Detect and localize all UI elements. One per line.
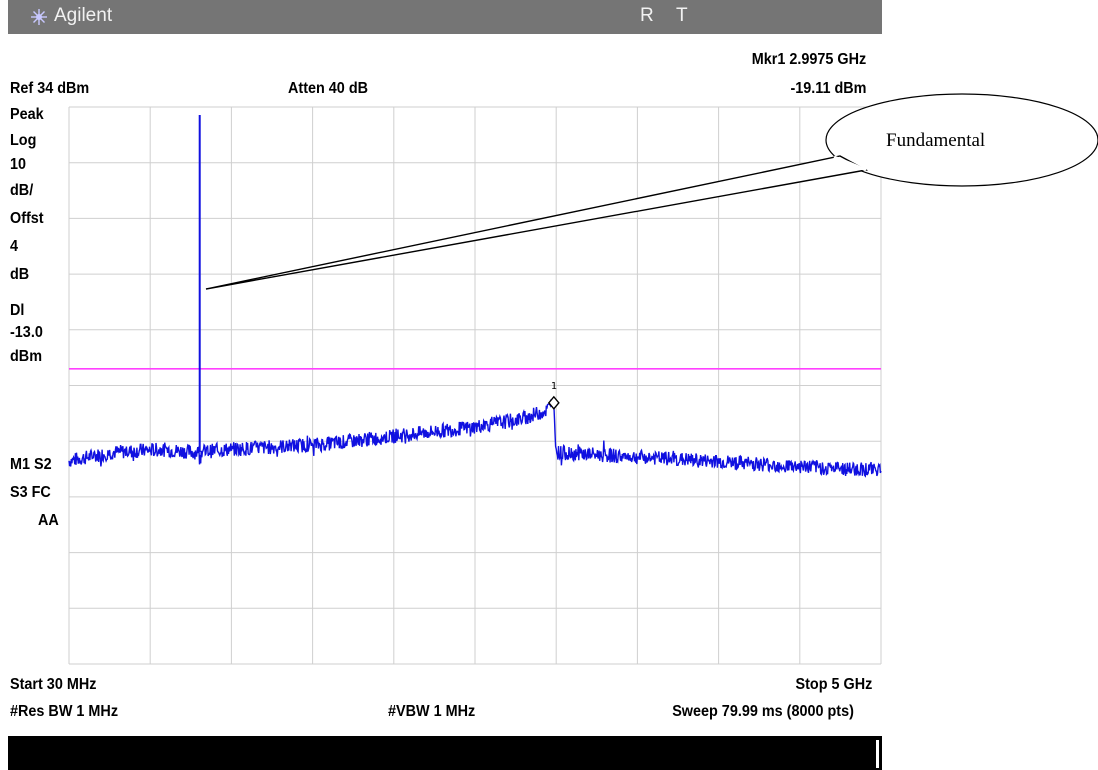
side-label-db: dB <box>10 266 30 283</box>
callout-pointer <box>205 155 869 290</box>
stop-frequency: Stop 5 GHz <box>795 676 872 693</box>
marker-label: 1 <box>551 381 557 392</box>
title-bar: Agilent R T <box>8 0 882 34</box>
resolution-bandwidth: #Res BW 1 MHz <box>10 703 119 720</box>
agilent-spark-icon <box>31 9 47 25</box>
status-bar <box>8 736 882 770</box>
status-t: T <box>676 5 688 26</box>
marker-frequency: Mkr1 2.9975 GHz <box>751 51 866 68</box>
marker-1: 1 <box>547 381 560 410</box>
side-label-dbm: dBm <box>10 348 43 365</box>
side-label-db-per: dB/ <box>10 182 34 199</box>
brand-name: Agilent <box>54 5 113 26</box>
marker-diamond <box>547 395 560 410</box>
side-label-offst: Offst <box>10 210 44 227</box>
side-label-peak: Peak <box>10 106 44 123</box>
video-bandwidth: #VBW 1 MHz <box>388 703 476 720</box>
mode-label-m1-s2: M1 S2 <box>10 456 52 473</box>
status-r: R <box>640 5 654 26</box>
side-label-log: Log <box>10 132 37 149</box>
ref-level: Ref 34 dBm <box>10 80 90 97</box>
side-label-10: 10 <box>10 156 27 173</box>
callout-join <box>833 155 867 172</box>
sweep-time: Sweep 79.99 ms (8000 pts) <box>672 703 854 720</box>
side-label-4: 4 <box>10 238 19 255</box>
plot-grid <box>68 106 882 665</box>
side-label-dl-value: -13.0 <box>10 324 43 341</box>
marker-level: -19.11 dBm <box>789 80 866 97</box>
spectrum-trace <box>68 399 882 478</box>
mode-label-s3-fc: S3 FC <box>10 484 51 501</box>
callout-label: Fundamental <box>886 130 986 151</box>
callout-ellipse <box>825 93 1098 187</box>
start-frequency: Start 30 MHz <box>10 676 97 693</box>
mode-label-aa: AA <box>38 512 59 529</box>
attenuation: Atten 40 dB <box>288 80 369 97</box>
status-bar-edge <box>876 740 879 768</box>
side-label-dl: Dl <box>10 302 25 319</box>
